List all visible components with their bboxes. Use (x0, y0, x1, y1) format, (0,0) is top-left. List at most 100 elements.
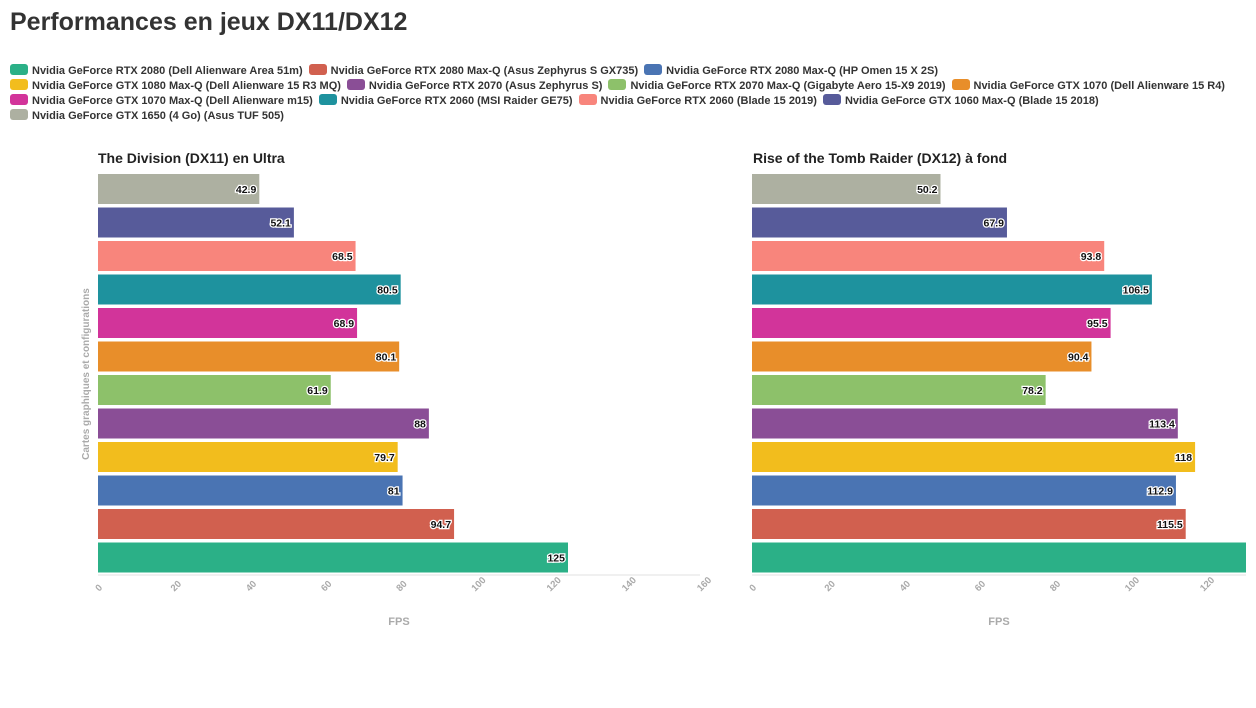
bar-value-label: 52.1 (270, 218, 291, 230)
bar-value-label: 68.9 (334, 318, 355, 330)
bar-value-label: 113.4 (1149, 419, 1175, 431)
legend-swatch (346, 79, 365, 90)
x-tick-label: 40 (898, 579, 913, 594)
legend-item[interactable]: Nvidia GeForce RTX 2080 Max-Q (HP Omen 1… (644, 64, 938, 79)
bar (98, 308, 358, 338)
bar (752, 341, 1092, 372)
legend-swatch (578, 94, 597, 105)
legend-item[interactable]: Nvidia GeForce RTX 2080 Max-Q (Asus Zeph… (308, 64, 639, 79)
bar-value-label: 67.9 (984, 218, 1005, 230)
bar (98, 207, 294, 238)
legend-item[interactable]: Nvidia GeForce GTX 1060 Max-Q (Blade 15 … (822, 94, 1099, 109)
legend-label: Nvidia GeForce RTX 2080 Max-Q (Asus Zeph… (330, 65, 639, 77)
x-tick-label: 0 (94, 582, 106, 594)
bar (98, 475, 403, 506)
bar (98, 274, 401, 305)
legend-label: Nvidia GeForce RTX 2080 Max-Q (HP Omen 1… (666, 65, 938, 77)
bar-value-label: 115.5 (1157, 519, 1183, 531)
legend-label: Nvidia GeForce GTX 1080 Max-Q (Dell Alie… (32, 80, 341, 92)
page-title: Performances en jeux DX11/DX12 (10, 8, 408, 36)
legend-item[interactable]: Nvidia GeForce RTX 2070 Max-Q (Gigabyte … (608, 79, 946, 94)
x-tick-label: 100 (470, 575, 489, 594)
bar-value-label: 112.9 (1147, 486, 1173, 498)
legend-swatch (822, 94, 841, 105)
bar-value-label: 68.5 (332, 251, 353, 263)
legend-swatch (318, 94, 337, 105)
bar-value-label: 80.5 (377, 285, 398, 297)
bar-value-label: 106.5 (1123, 285, 1149, 297)
chart-title: The Division (DX11) en Ultra (98, 150, 285, 166)
bar (98, 241, 356, 271)
legend-item[interactable]: Nvidia GeForce RTX 2080 (Dell Alienware … (10, 64, 303, 79)
bar-value-label: 90.4 (1068, 352, 1089, 364)
bar (752, 274, 1152, 305)
legend-label: Nvidia GeForce RTX 2070 Max-Q (Gigabyte … (630, 80, 946, 92)
bar (752, 442, 1196, 472)
bar (98, 341, 400, 372)
bar-value-label: 93.8 (1081, 251, 1102, 263)
x-tick-label: 120 (545, 575, 564, 594)
legend-label: Nvidia GeForce GTX 1070 (Dell Alienware … (973, 80, 1225, 92)
legend-item[interactable]: Nvidia GeForce RTX 2070 (Asus Zephyrus S… (346, 79, 603, 94)
bar-value-label: 78.2 (1022, 385, 1043, 397)
x-tick-label: 140 (620, 575, 639, 594)
bar-value-label: 42.9 (236, 184, 257, 196)
legend-label: Nvidia GeForce RTX 2060 (MSI Raider GE75… (340, 95, 573, 107)
legend-label: Nvidia GeForce RTX 2070 (Asus Zephyrus S… (368, 80, 603, 92)
bar-value-label: 80.1 (376, 352, 397, 364)
legend-swatch (10, 64, 28, 75)
bar (752, 542, 1246, 573)
legend-item[interactable]: Nvidia GeForce GTX 1080 Max-Q (Dell Alie… (10, 79, 341, 94)
x-axis-label: FPS (988, 616, 1009, 628)
y-axis-label: Cartes graphiques et configurations (81, 288, 92, 460)
chart-title: Rise of the Tomb Raider (DX12) à fond (753, 150, 1007, 166)
x-tick-label: 20 (823, 579, 838, 594)
legend-label: Nvidia GeForce GTX 1650 (4 Go) (Asus TUF… (32, 110, 284, 122)
legend-item[interactable]: Nvidia GeForce RTX 2060 (Blade 15 2019) (578, 94, 817, 109)
legend-item[interactable]: Nvidia GeForce RTX 2060 (MSI Raider GE75… (318, 94, 573, 109)
x-tick-label: 40 (244, 579, 259, 594)
legend-swatch (10, 79, 28, 90)
bar (752, 308, 1111, 338)
x-tick-label: 120 (1198, 575, 1217, 594)
x-tick-label: 80 (394, 579, 409, 594)
bar (752, 475, 1176, 506)
x-tick-label: 60 (319, 579, 334, 594)
legend-label: Nvidia GeForce RTX 2080 (Dell Alienware … (32, 65, 303, 77)
x-tick-label: 80 (1048, 579, 1063, 594)
x-axis-label: FPS (388, 616, 409, 628)
bar-value-label: 81 (388, 486, 400, 498)
legend-label: Nvidia GeForce GTX 1060 Max-Q (Blade 15 … (844, 95, 1099, 107)
legend-swatch (308, 64, 327, 75)
bar-value-label: 79.7 (374, 452, 395, 464)
bar (98, 408, 429, 439)
bar (98, 442, 398, 472)
x-tick-label: 160 (695, 575, 714, 594)
bar-value-label: 95.5 (1087, 318, 1108, 330)
x-tick-label: 20 (169, 579, 184, 594)
bar (752, 509, 1186, 539)
bar (98, 174, 260, 204)
x-tick-label: 100 (1123, 575, 1142, 594)
legend-item[interactable]: Nvidia GeForce GTX 1070 (Dell Alienware … (951, 79, 1225, 94)
bar-value-label: 88 (414, 419, 426, 431)
bar-value-label: 118 (1175, 452, 1192, 464)
legend-label: Nvidia GeForce RTX 2060 (Blade 15 2019) (600, 95, 817, 107)
legend-swatch (10, 109, 28, 120)
bar-value-label: 50.2 (917, 184, 938, 196)
bar (752, 375, 1046, 405)
legend-swatch (10, 94, 28, 105)
bar (752, 408, 1178, 439)
bar (752, 207, 1007, 238)
bar-value-label: 94.7 (431, 519, 452, 531)
legend-item[interactable]: Nvidia GeForce GTX 1070 Max-Q (Dell Alie… (10, 94, 313, 109)
bar (98, 509, 455, 539)
legend-item[interactable]: Nvidia GeForce GTX 1650 (4 Go) (Asus TUF… (10, 109, 284, 124)
bar (752, 241, 1105, 271)
bar-value-label: 125 (547, 553, 565, 565)
legend-label: Nvidia GeForce GTX 1070 Max-Q (Dell Alie… (32, 95, 313, 107)
bar (752, 174, 941, 204)
bar (98, 375, 331, 405)
x-tick-label: 0 (748, 582, 760, 594)
